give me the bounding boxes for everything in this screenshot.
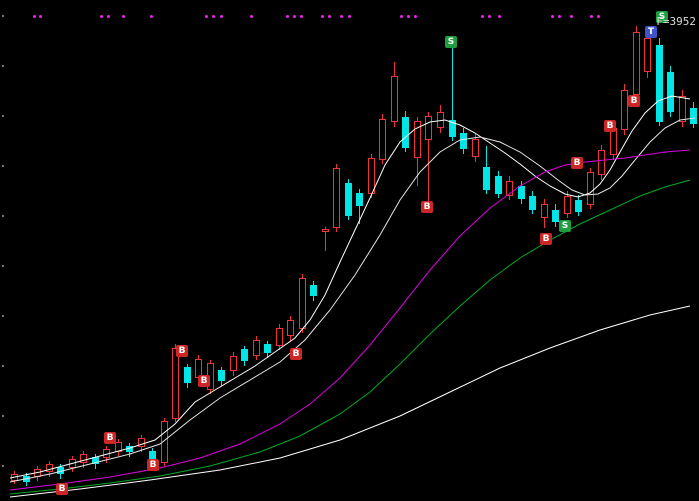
signal-dot: [488, 15, 491, 18]
buy-marker: B: [290, 348, 302, 360]
signal-dot: [220, 15, 223, 18]
signal-dot: [300, 15, 303, 18]
signal-dot: [293, 15, 296, 18]
sell-marker: S: [656, 11, 668, 23]
axis-tick-dot: [2, 65, 4, 67]
signal-dot: [100, 15, 103, 18]
quote-label: F=3952: [656, 15, 696, 28]
signal-dot: [328, 15, 331, 18]
signal-dot: [597, 15, 600, 18]
signal-dot: [39, 15, 42, 18]
candle-wick: [452, 48, 453, 141]
signal-dot: [150, 15, 153, 18]
axis-tick-dot: [2, 215, 4, 217]
buy-marker: B: [571, 157, 583, 169]
signal-dot: [498, 15, 501, 18]
signal-dot: [340, 15, 343, 18]
candle-body: [644, 38, 651, 72]
buy-marker: B: [176, 345, 188, 357]
signal-dot: [212, 15, 215, 18]
axis-tick-dot: [2, 15, 4, 17]
signal-dot: [590, 15, 593, 18]
buy-marker: B: [104, 432, 116, 444]
signal-dot: [286, 15, 289, 18]
axis-tick-dot: [2, 165, 4, 167]
signal-dot: [107, 15, 110, 18]
axis-tick-dot: [2, 415, 4, 417]
t-marker: T: [645, 26, 657, 38]
signal-dot: [551, 15, 554, 18]
sell-marker: S: [559, 220, 571, 232]
signal-dot: [570, 15, 573, 18]
axis-tick-dot: [2, 315, 4, 317]
axis-tick-dot: [2, 365, 4, 367]
buy-marker: B: [604, 120, 616, 132]
axis-tick-dot: [2, 115, 4, 117]
axis-tick-dot: [2, 265, 4, 267]
signal-dot: [321, 15, 324, 18]
signal-dot: [481, 15, 484, 18]
candle-body: [667, 72, 674, 112]
signal-dot: [33, 15, 36, 18]
buy-marker: B: [421, 201, 433, 213]
buy-marker: B: [56, 483, 68, 495]
signal-dot: [558, 15, 561, 18]
signal-dot: [414, 15, 417, 18]
signal-dot: [348, 15, 351, 18]
buy-marker: B: [540, 233, 552, 245]
sell-marker: S: [445, 36, 457, 48]
signal-dot: [407, 15, 410, 18]
candle-body: [633, 32, 640, 95]
candle-body: [656, 45, 663, 122]
buy-marker: B: [628, 95, 640, 107]
signal-dot: [250, 15, 253, 18]
buy-marker: B: [198, 375, 210, 387]
signal-dot: [205, 15, 208, 18]
axis-tick-dot: [2, 465, 4, 467]
signal-dot: [122, 15, 125, 18]
buy-marker: B: [147, 459, 159, 471]
candle-body: [690, 108, 697, 124]
signal-dot: [400, 15, 403, 18]
